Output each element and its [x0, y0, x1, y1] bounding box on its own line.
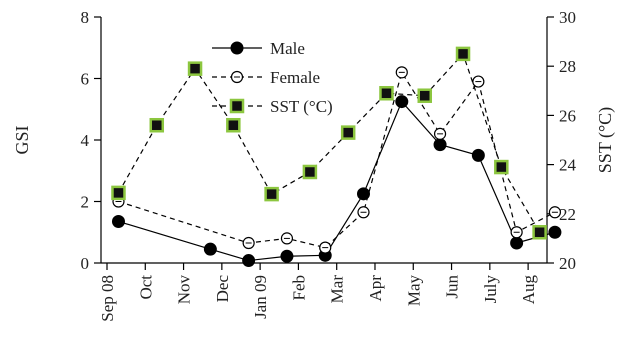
data-point: [264, 186, 279, 202]
y-right-tick-label: 28: [559, 57, 576, 76]
series-male: [111, 95, 562, 268]
data-point: [532, 225, 547, 240]
x-tick-label: May: [404, 275, 423, 307]
legend: Male Female SST (°C): [212, 39, 333, 116]
legend-item: Male: [212, 39, 305, 58]
x-tick-label: Nov: [175, 275, 194, 305]
x-tick-label: July: [481, 275, 500, 304]
data-point: [302, 164, 318, 180]
y-right-tick-label: 24: [559, 156, 577, 175]
x-tick-label: Aug: [519, 275, 538, 305]
series-sst-c: [111, 46, 547, 240]
series-line: [117, 52, 541, 233]
data-point: [226, 117, 241, 133]
data-point: [494, 159, 509, 175]
data-point: [242, 254, 256, 268]
data-point: [417, 88, 433, 103]
data-point: [510, 236, 524, 250]
series-line: [118, 70, 556, 249]
x-tick-label: Mar: [328, 275, 347, 304]
y-left-tick-label: 6: [81, 70, 90, 89]
x-tick-label: Apr: [366, 275, 385, 302]
y-right-tick-label: 26: [559, 106, 576, 125]
legend-label: Male: [270, 39, 305, 58]
data-point: [111, 185, 126, 201]
data-point: [548, 225, 562, 239]
data-point: [455, 46, 471, 62]
data-point: [379, 86, 394, 101]
data-point: [433, 138, 447, 152]
x-tick-label: Jan 09: [251, 275, 270, 319]
y-left-tick-label: 2: [81, 193, 90, 212]
y-axis-left-title: GSI: [12, 125, 32, 154]
y-left-tick-label: 8: [81, 8, 90, 27]
x-tick-label: Feb: [289, 275, 308, 301]
y-axis-right-title: SST (°C): [595, 107, 616, 173]
legend-label: SST (°C): [270, 97, 333, 116]
data-point: [187, 61, 203, 76]
y-left-tick-label: 4: [81, 131, 90, 150]
data-point: [340, 125, 356, 140]
y-right-tick-label: 30: [559, 8, 576, 27]
x-tick-label: Sep 08: [98, 275, 117, 322]
y-left-tick-label: 0: [81, 254, 90, 273]
x-tick-label: Oct: [136, 275, 155, 300]
legend-marker: [229, 98, 245, 114]
data-point: [149, 117, 165, 133]
x-tick-label: Dec: [213, 275, 232, 303]
legend-item: Female: [212, 68, 320, 87]
legend-item: SST (°C): [212, 97, 333, 116]
legend-label: Female: [270, 68, 320, 87]
legend-marker: [230, 41, 244, 55]
series-layer: [111, 46, 562, 268]
data-point: [395, 95, 409, 109]
series-female: [112, 66, 562, 254]
y-right-tick-label: 20: [559, 254, 576, 273]
y-right-tick-label: 22: [559, 205, 576, 224]
data-point: [280, 249, 294, 263]
x-tick-label: Jun: [443, 275, 462, 299]
data-point: [471, 148, 485, 162]
data-point: [111, 214, 125, 228]
data-point: [356, 187, 370, 201]
data-point: [203, 242, 217, 256]
